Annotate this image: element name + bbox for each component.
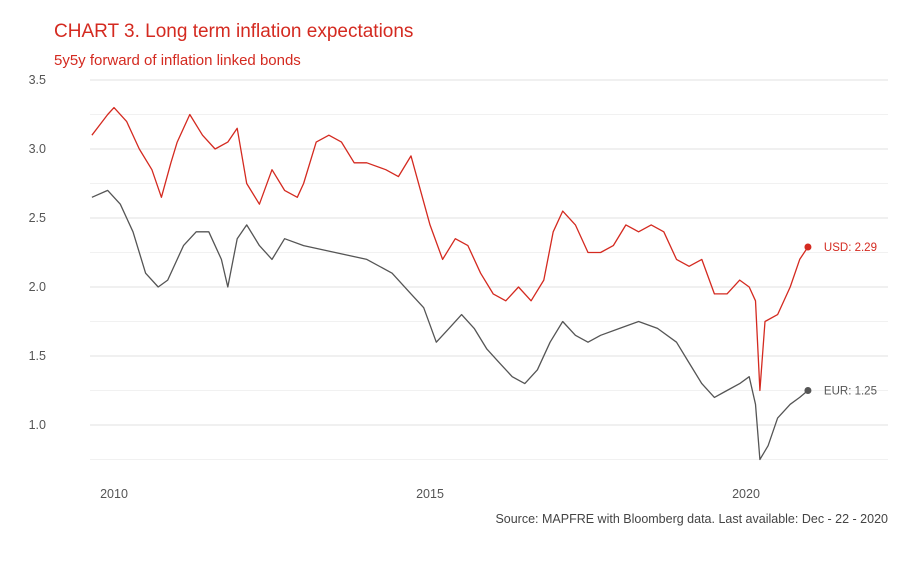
end-point-usd [804,243,812,251]
series-line-eur [91,189,809,461]
end-label-eur: EUR: 1.25 [824,386,877,398]
x-tick-label: 2010 [100,487,128,501]
chart-title: CHART 3. Long term inflation expectation… [54,21,414,42]
y-tick-label: 2.0 [29,280,46,294]
series-line-usd [91,106,809,392]
x-tick-label: 2020 [732,487,760,501]
chart-subtitle: 5y5y forward of inflation linked bonds [54,52,301,69]
x-tick-label: 2015 [416,487,444,501]
source-note: Source: MAPFRE with Bloomberg data. Last… [495,512,888,526]
y-tick-label: 3.5 [29,73,46,87]
end-point-eur [804,387,812,394]
y-tick-label: 3.0 [29,142,46,156]
end-label-usd: USD: 2.29 [824,242,877,254]
y-tick-label: 1.5 [29,349,46,363]
y-tick-label: 1.0 [29,418,46,432]
y-tick-label: 2.5 [29,211,46,225]
